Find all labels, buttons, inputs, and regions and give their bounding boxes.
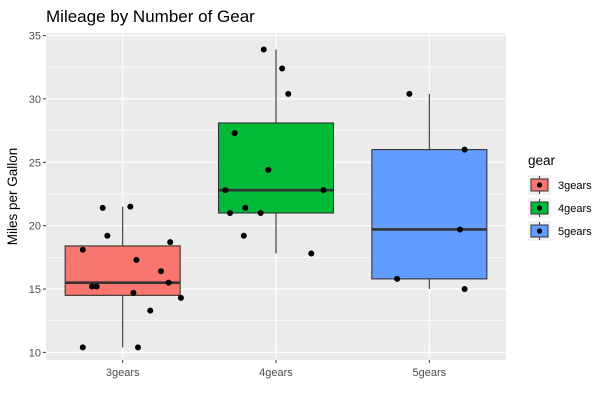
data-point — [394, 275, 401, 282]
data-point — [260, 46, 267, 53]
legend-title: gear — [528, 153, 556, 168]
data-point — [135, 344, 141, 351]
x-tick-label: 4gears — [259, 367, 293, 379]
data-points — [79, 46, 468, 351]
box-5gears — [371, 93, 488, 290]
data-point — [147, 307, 154, 314]
data-point — [89, 283, 95, 290]
data-point — [242, 204, 249, 211]
legend-item-4gears: 4gears — [528, 198, 592, 218]
data-point — [130, 289, 137, 296]
data-point — [257, 209, 264, 216]
data-point — [406, 90, 413, 97]
data-point — [79, 344, 86, 351]
data-point — [227, 209, 233, 216]
data-point — [320, 187, 327, 194]
data-point — [231, 130, 238, 137]
box-iqr — [217, 122, 335, 214]
chart-title: Mileage by Number of Gear — [46, 7, 255, 26]
legend-keys: 3gears 4gears 5gears — [528, 175, 592, 241]
data-point — [222, 187, 229, 194]
legend-item-5gears: 5gears — [528, 221, 592, 241]
legend-label: 3gears — [558, 180, 592, 192]
y-tick-label: 10 — [29, 347, 41, 359]
legend-key-point — [536, 228, 543, 234]
x-tick-label: 3gears — [106, 367, 140, 379]
data-point — [457, 226, 463, 233]
box-iqr — [371, 149, 488, 280]
data-point — [177, 294, 184, 301]
data-point — [461, 286, 468, 293]
data-point — [93, 283, 100, 290]
data-point — [165, 279, 172, 286]
y-tick-label: 35 — [29, 31, 41, 43]
data-point — [279, 65, 286, 72]
y-tick-label: 15 — [29, 284, 41, 296]
axes: 10 15 20 25 30 35 3gears 4gears 5gears — [29, 31, 447, 379]
legend-key-point — [536, 182, 543, 188]
data-point — [285, 90, 292, 97]
data-point — [158, 268, 164, 275]
y-axis-title: Miles per Gallon — [5, 148, 20, 246]
data-point — [79, 246, 86, 253]
legend-key-point — [536, 205, 543, 211]
data-point — [133, 256, 140, 263]
data-point — [240, 232, 247, 239]
data-point — [99, 204, 106, 211]
data-point — [104, 232, 111, 239]
box-4gears — [217, 49, 335, 254]
data-point — [127, 203, 134, 210]
data-point — [265, 166, 272, 173]
data-point — [308, 250, 315, 257]
y-tick-label: 20 — [29, 221, 41, 233]
y-tick-label: 25 — [29, 157, 41, 169]
data-point — [461, 146, 468, 153]
data-point — [167, 239, 174, 246]
x-tick-label: 5gears — [413, 367, 447, 379]
legend-label: 4gears — [558, 203, 592, 215]
legend-label: 5gears — [558, 226, 592, 238]
y-tick-label: 30 — [29, 94, 41, 106]
legend: gear 3gears 4gears 5gears — [528, 153, 592, 241]
legend-item-3gears: 3gears — [528, 175, 592, 195]
